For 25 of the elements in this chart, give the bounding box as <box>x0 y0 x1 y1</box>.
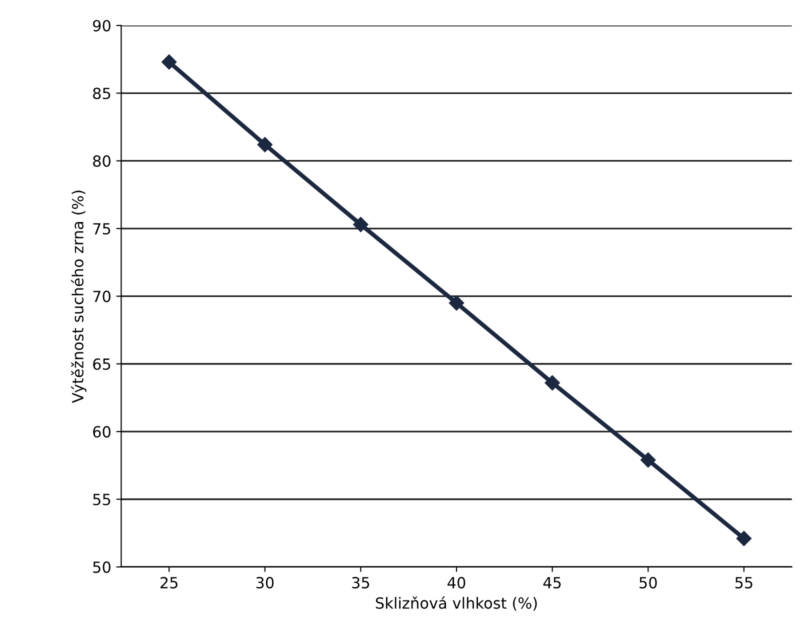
x-tick-label: 35 <box>352 576 370 588</box>
point <box>640 452 656 468</box>
x-tick-label: 30 <box>256 576 274 588</box>
y-tick-label: 75 <box>93 223 110 235</box>
point <box>736 530 752 546</box>
y-tick-label: 70 <box>93 290 110 302</box>
y-tick-label: 65 <box>93 358 110 370</box>
y-tick-label: 85 <box>93 88 110 100</box>
point <box>448 295 464 311</box>
x-tick-label: 55 <box>735 577 752 588</box>
point <box>257 137 272 152</box>
point <box>353 216 368 232</box>
x-tick-label: 45 <box>543 577 561 588</box>
x-tick-label: 25 <box>160 576 178 588</box>
y-tick-label: 55 <box>93 494 110 506</box>
point <box>544 375 560 390</box>
y-tick-label: 50 <box>93 561 110 573</box>
x-tick-label: 50 <box>640 576 657 588</box>
y-tick-label: 90 <box>93 20 110 32</box>
point <box>162 54 177 70</box>
y-tick-label: 60 <box>93 426 110 438</box>
y-axis-title: Výtěžnost suchého zrna (%) <box>71 190 86 403</box>
x-axis-title: Sklizňová vlhkost (%) <box>376 596 537 611</box>
x-tick-label: 40 <box>448 576 466 588</box>
y-tick-label: 80 <box>93 155 110 167</box>
